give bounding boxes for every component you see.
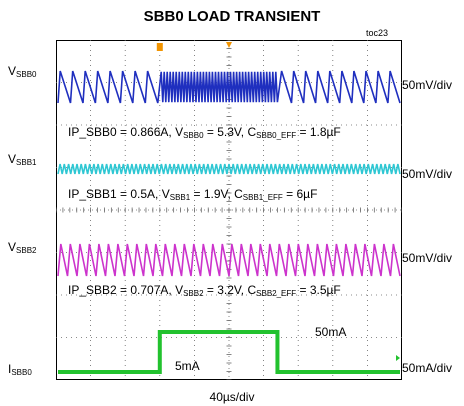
scope-traces bbox=[57, 70, 401, 374]
channel-label-isbb0: ISBB0 bbox=[8, 362, 32, 377]
chart-title: SBB0 LOAD TRANSIENT bbox=[143, 8, 321, 25]
scale-label-isbb0: 50mA/div bbox=[402, 361, 453, 375]
scale-label-vsbb1: 50mV/div bbox=[402, 167, 453, 181]
trace-vsbb0 bbox=[57, 70, 401, 104]
channel-label-vsbb2: VSBB2 bbox=[8, 240, 37, 255]
trace-isbb0 bbox=[58, 330, 400, 374]
annotation-sbb0: IP_SBB0 = 0.866A, VSBB0 = 5.3V, CSBB0_EF… bbox=[68, 125, 341, 140]
scale-label-vsbb0: 50mV/div bbox=[402, 78, 453, 92]
scope-markers bbox=[156, 42, 400, 361]
current-high-label: 50mA bbox=[315, 325, 347, 339]
scale-label-vsbb2: 50mV/div bbox=[402, 251, 453, 265]
channel-label-vsbb0: VSBB0 bbox=[8, 64, 37, 79]
current-level-marker bbox=[396, 355, 400, 361]
trace-vsbb2 bbox=[57, 243, 401, 277]
trace-vsbb1 bbox=[57, 163, 401, 175]
oscilloscope-screen bbox=[56, 40, 402, 380]
trigger-marker-left bbox=[156, 43, 163, 51]
annotation-sbb2: IP_SBB2 = 0.707A, VSBB2 = 3.2V, CSBB2_EF… bbox=[68, 283, 341, 298]
trigger-marker-center bbox=[226, 42, 232, 48]
timebase-label: 40µs/div bbox=[209, 390, 255, 404]
current-low-label: 5mA bbox=[175, 359, 200, 373]
channel-label-vsbb1: VSBB1 bbox=[8, 152, 37, 167]
annotation-sbb1: IP_SBB1 = 0.5A, VSBB1 = 1.9V, CSBB1_EFF … bbox=[68, 187, 318, 202]
figure-id: toc23 bbox=[366, 28, 389, 38]
